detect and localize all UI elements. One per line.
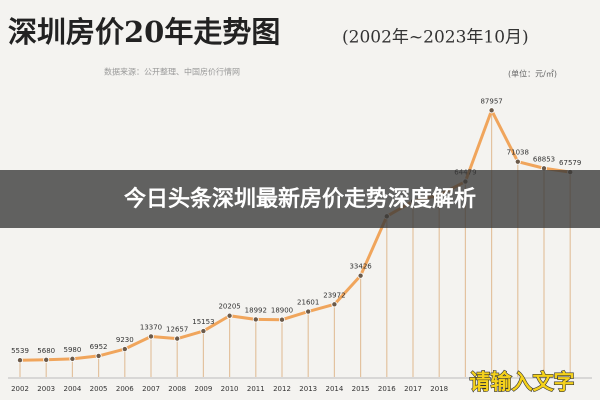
x-tick-label: 2010 <box>221 385 239 393</box>
data-label: 33426 <box>349 263 372 271</box>
watermark: 请输入文字 <box>470 370 575 394</box>
data-label: 87957 <box>480 97 502 105</box>
data-label: 67579 <box>559 159 581 167</box>
data-point <box>331 301 338 308</box>
x-tick-label: 2009 <box>194 385 212 393</box>
data-point <box>305 308 312 315</box>
data-label: 15153 <box>192 318 214 326</box>
x-tick-label: 2017 <box>404 385 422 393</box>
data-point <box>69 355 76 362</box>
data-label: 18992 <box>245 306 267 314</box>
unit-label: (单位：元/㎡) <box>508 69 557 79</box>
data-point <box>174 335 181 342</box>
data-label: 13370 <box>140 323 162 331</box>
data-label: 68853 <box>533 155 555 163</box>
x-tick-label: 2015 <box>352 385 370 393</box>
data-point <box>147 333 154 340</box>
data-point <box>252 316 259 323</box>
data-point <box>16 357 23 364</box>
x-tick-label: 2011 <box>247 385 265 393</box>
data-point <box>200 328 207 335</box>
x-tick-label: 2008 <box>168 385 186 393</box>
chart-subtitle: (2002年~2023年10月) <box>342 28 529 48</box>
banner-background <box>0 170 600 228</box>
x-tick-label: 2006 <box>116 385 134 393</box>
data-label: 71038 <box>507 149 529 157</box>
x-tick-label: 2007 <box>142 385 160 393</box>
price-line <box>19 108 571 362</box>
data-label: 20205 <box>218 303 240 311</box>
data-point <box>43 356 50 363</box>
x-tick-label: 2004 <box>63 385 81 393</box>
data-label: 6952 <box>90 343 108 351</box>
chart-title: 深圳房价20年走势图 <box>8 15 280 49</box>
x-tick-label: 2016 <box>378 385 396 393</box>
data-label: 5680 <box>37 347 55 355</box>
x-tick-label: 2005 <box>90 385 108 393</box>
x-tick-label: 2012 <box>273 385 291 393</box>
data-label: 9230 <box>116 336 134 344</box>
data-point <box>488 107 495 114</box>
x-tick-label: 2018 <box>430 385 448 393</box>
x-tick-label: 2013 <box>299 385 317 393</box>
data-label: 23972 <box>323 291 345 299</box>
data-point <box>226 312 233 319</box>
data-label: 18900 <box>271 307 293 315</box>
x-tick-label: 2003 <box>37 385 55 393</box>
data-point <box>95 352 102 359</box>
data-point <box>514 158 521 165</box>
data-point <box>278 316 285 323</box>
data-label: 5539 <box>11 347 29 355</box>
x-tick-label: 2002 <box>11 385 29 393</box>
source-note: 数据来源：公开整理、中国房价行情网 <box>104 67 240 77</box>
banner-text: 今日头条深圳最新房价走势深度解析 <box>124 186 476 212</box>
x-tick-label: 2014 <box>325 385 343 393</box>
data-label: 21601 <box>297 299 319 307</box>
data-label: 5980 <box>63 346 81 354</box>
data-point <box>121 346 128 353</box>
data-point <box>357 272 364 279</box>
data-label: 12657 <box>166 326 188 334</box>
